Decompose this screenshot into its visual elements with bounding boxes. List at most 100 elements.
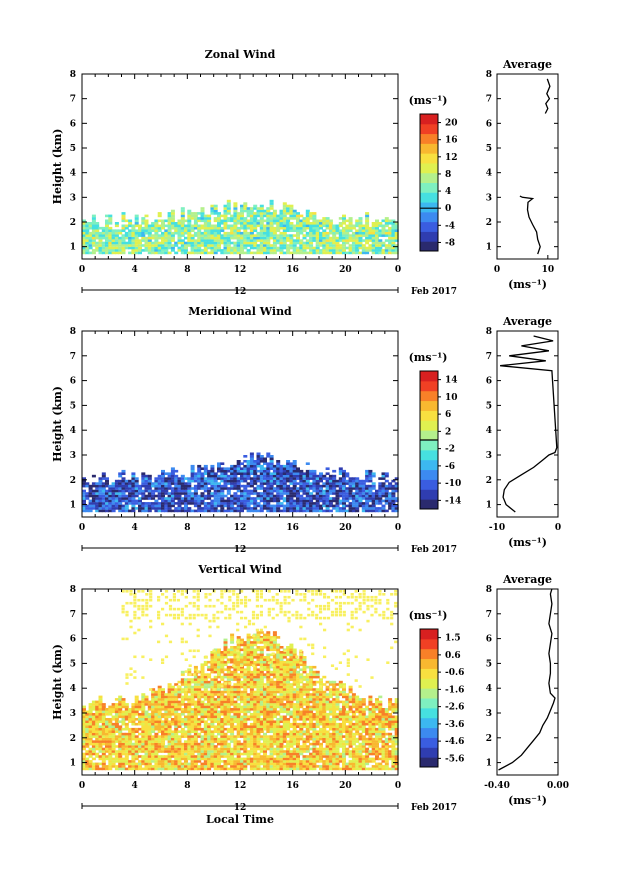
heatmap-cell <box>328 474 333 478</box>
heatmap-cell <box>236 690 241 694</box>
heatmap-cell <box>82 737 86 741</box>
heatmap-cell <box>213 499 218 503</box>
heatmap-cell <box>180 487 185 490</box>
heatmap-cell <box>240 217 244 220</box>
heatmap-cell <box>276 229 281 232</box>
heatmap-cell <box>259 222 264 225</box>
heatmap-cell <box>101 509 106 513</box>
heatmap-cell <box>82 494 86 498</box>
heatmap-cell <box>272 246 277 250</box>
heatmap-cell <box>210 665 215 669</box>
heatmap-cell <box>328 226 333 230</box>
heatmap-cell <box>289 217 294 220</box>
heatmap-cell <box>95 249 100 252</box>
heatmap-cell <box>240 745 244 748</box>
heatmap-cell <box>95 713 100 716</box>
heatmap-cell <box>263 226 267 230</box>
heatmap-cell <box>180 474 185 478</box>
heatmap-cell <box>174 241 179 245</box>
heatmap-cell <box>305 472 310 475</box>
heatmap-cell <box>282 226 287 230</box>
heatmap-cell <box>203 725 208 728</box>
heatmap-cell <box>223 212 228 215</box>
heatmap-cell <box>197 224 202 228</box>
heatmap-cell <box>388 487 393 490</box>
heatmap-cell <box>230 236 235 240</box>
heatmap-cell <box>381 477 386 480</box>
x-tick-label: 0 <box>79 523 85 533</box>
heatmap-cell <box>269 207 274 210</box>
heatmap-cell <box>118 752 123 756</box>
heatmap-cell <box>384 492 389 495</box>
heatmap-cell <box>141 737 146 741</box>
heatmap-cell <box>282 209 287 213</box>
heatmap-cell <box>233 241 238 245</box>
heatmap-cell <box>256 695 261 699</box>
heatmap-cell <box>180 209 185 213</box>
heatmap-cell <box>220 665 225 669</box>
heatmap-cell <box>253 725 258 728</box>
heatmap-cell <box>203 683 208 686</box>
heatmap-cell <box>111 249 116 252</box>
heatmap-cell <box>319 236 323 240</box>
heatmap-cell <box>322 489 327 493</box>
heatmap-cell <box>361 504 366 508</box>
heatmap-cell <box>253 636 258 639</box>
heatmap-cell <box>213 482 218 485</box>
heatmap-cell <box>220 494 225 498</box>
heatmap-cell <box>223 698 228 701</box>
heatmap-cell <box>190 509 195 513</box>
heatmap-cell <box>233 765 238 768</box>
heatmap-cell <box>190 214 195 218</box>
heatmap-cell <box>138 703 142 706</box>
heatmap-cell <box>180 690 185 694</box>
heatmap-cell <box>190 767 195 771</box>
heatmap-cell <box>170 742 175 746</box>
heatmap-cell <box>210 660 215 664</box>
heatmap-cell <box>170 762 175 766</box>
heatmap-cell <box>82 509 86 513</box>
heatmap-cell <box>82 760 86 763</box>
heatmap-cell <box>98 244 103 247</box>
heatmap-cell <box>193 760 198 763</box>
heatmap-cell <box>114 229 119 232</box>
heatmap-cell <box>338 249 343 252</box>
heatmap-cell <box>200 472 205 475</box>
heatmap-cell <box>375 239 379 242</box>
heatmap-cell <box>147 497 152 500</box>
heatmap-cell <box>167 755 172 758</box>
heatmap-cell <box>144 735 149 738</box>
heatmap-cell <box>266 484 271 488</box>
heatmap-cell <box>230 658 235 661</box>
heatmap-cell <box>174 750 179 753</box>
heatmap-cell <box>249 698 254 701</box>
heatmap-cell <box>384 472 389 475</box>
heatmap-cell <box>207 690 212 694</box>
heatmap-cell <box>167 212 172 215</box>
heatmap-cell <box>213 239 218 242</box>
heatmap-cell <box>361 509 366 513</box>
heatmap-cell <box>355 484 360 488</box>
heatmap-cell <box>259 492 264 495</box>
heatmap-cell <box>187 765 192 768</box>
heatmap-cell <box>108 509 113 513</box>
heatmap-cell <box>223 224 228 228</box>
heatmap-cell <box>82 705 86 709</box>
y-tick-label: 6 <box>70 377 76 387</box>
heatmap-cell <box>263 722 267 726</box>
heatmap-cell <box>180 742 185 746</box>
heatmap-cell <box>217 231 221 235</box>
heatmap-cell <box>256 648 261 652</box>
heatmap-cell <box>147 246 152 250</box>
heatmap-cell <box>131 715 136 719</box>
heatmap-cell <box>394 226 399 230</box>
heatmap-cell <box>124 705 129 709</box>
heatmap-cell <box>95 720 100 723</box>
heatmap-cell <box>263 747 267 751</box>
heatmap-cell <box>243 725 248 728</box>
heatmap-cell <box>157 745 162 748</box>
heatmap-cell <box>345 236 350 240</box>
heatmap-cell <box>184 680 188 684</box>
heatmap-cell <box>207 713 212 716</box>
heatmap-cell <box>200 695 205 699</box>
